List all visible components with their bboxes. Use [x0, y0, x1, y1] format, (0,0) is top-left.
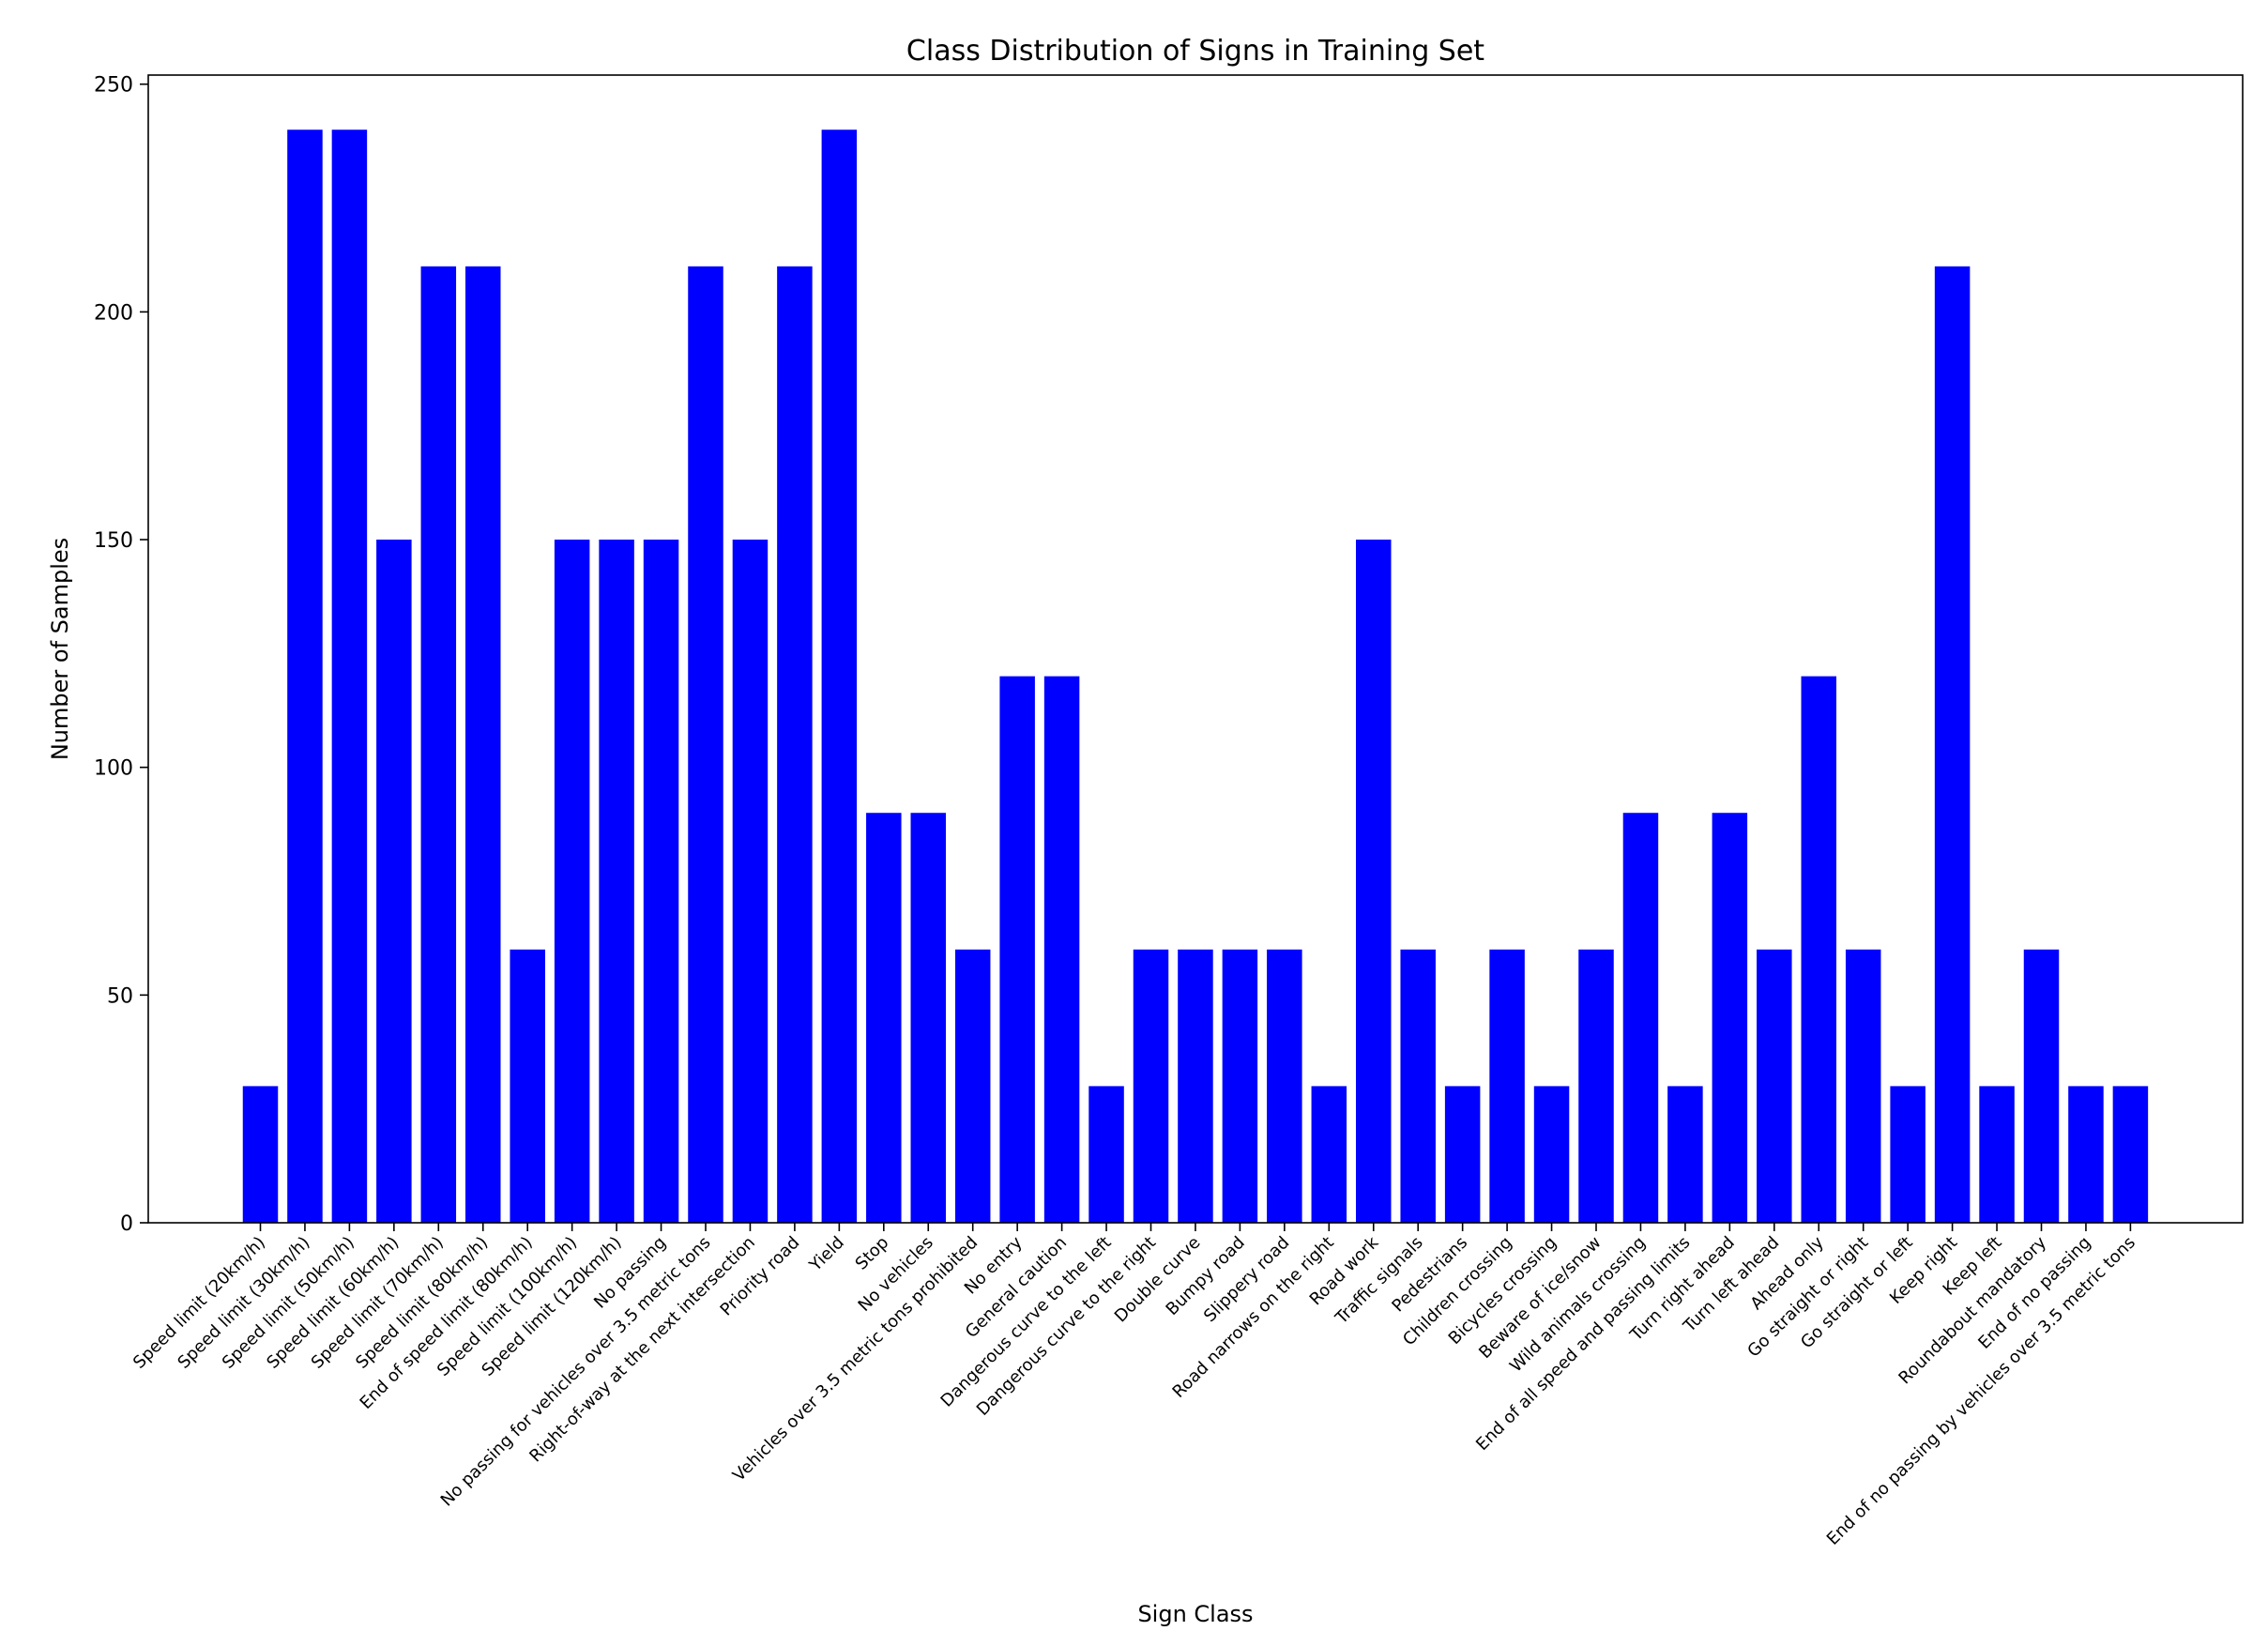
bar-6 [510, 949, 545, 1223]
y-axis-label: Number of Samples [47, 538, 73, 760]
bar-11 [732, 540, 769, 1223]
bar-10 [688, 266, 723, 1224]
bar-31 [1622, 813, 1659, 1223]
bar-32 [1667, 1086, 1703, 1223]
bar-27 [1444, 1086, 1481, 1223]
bar-37 [1890, 1086, 1926, 1223]
y-tick-label: 250 [94, 74, 133, 98]
bar-13 [821, 130, 858, 1224]
bar-19 [1088, 1086, 1124, 1223]
bar-0 [242, 1086, 279, 1223]
bar-24 [1311, 1086, 1347, 1223]
bar-20 [1133, 949, 1169, 1223]
bar-40 [2023, 949, 2060, 1223]
bar-8 [599, 540, 634, 1223]
bar-25 [1356, 540, 1392, 1223]
bar-5 [465, 266, 501, 1224]
y-tick-label: 150 [94, 529, 133, 553]
bar-28 [1489, 949, 1525, 1223]
bar-16 [954, 949, 991, 1223]
bar-3 [376, 540, 412, 1223]
x-axis-label: Sign Class [1137, 1601, 1253, 1627]
bar-29 [1533, 1086, 1570, 1223]
bar-14 [866, 813, 902, 1223]
axes-layer [140, 74, 2244, 1231]
y-tick-label: 100 [94, 757, 133, 781]
y-tick-label: 50 [107, 984, 133, 1008]
bar-30 [1578, 949, 1614, 1223]
y-tick-label: 200 [94, 301, 133, 325]
bar-4 [420, 266, 457, 1224]
bar-42 [2112, 1086, 2149, 1223]
bar-23 [1267, 949, 1302, 1223]
bars-layer [242, 130, 2149, 1224]
bar-39 [1979, 1086, 2015, 1223]
bar-36 [1845, 949, 1881, 1223]
bar-22 [1222, 949, 1258, 1223]
bar-38 [1934, 266, 1971, 1224]
bar-12 [777, 266, 813, 1224]
bar-17 [999, 676, 1035, 1223]
bar-1 [287, 130, 323, 1224]
chart-title: Class Distribution of Signs in Training … [906, 35, 1484, 68]
bar-26 [1400, 949, 1436, 1223]
bar-21 [1178, 949, 1213, 1223]
bar-9 [643, 540, 679, 1223]
y-tick-label: 0 [120, 1212, 133, 1236]
bar-33 [1712, 813, 1748, 1223]
bar-2 [331, 130, 368, 1224]
bar-41 [2068, 1086, 2104, 1223]
bar-34 [1757, 949, 1792, 1223]
bar-7 [554, 540, 590, 1223]
bar-35 [1801, 676, 1836, 1223]
bar-15 [910, 813, 946, 1223]
bar-18 [1043, 676, 1080, 1223]
